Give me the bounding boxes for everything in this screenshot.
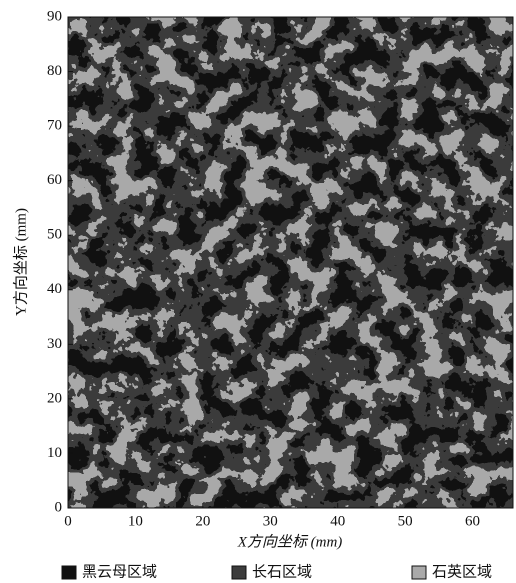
y-tick-label: 70 [47,118,62,134]
y-tick-label: 30 [47,336,62,352]
legend-label: 石英区域 [432,562,492,580]
plot-frame [67,16,514,509]
legend-swatch [61,565,77,580]
x-axis-label: X方向坐标 (mm) [237,533,343,550]
x-tick-label: 40 [330,513,345,529]
y-tick-label: 80 [47,63,62,79]
x-tick-label: 20 [195,513,210,529]
y-tick-label: 60 [47,172,62,188]
y-axis-label: Y方向坐标 (mm) [12,208,29,316]
y-tick-label: 40 [47,281,62,297]
y-tick-label: 50 [47,227,62,243]
y-tick-label: 20 [47,390,62,406]
y-tick-label: 90 [47,8,62,24]
x-tick-label: 50 [398,513,413,529]
mineral-map [68,17,513,508]
legend-label: 长石区域 [252,563,312,580]
legend-swatch [231,565,247,580]
legend-swatch [411,565,427,580]
legend-label: 黑云母区域 [82,563,157,580]
x-tick-label: 0 [64,513,72,529]
x-tick-label: 10 [128,513,143,529]
x-tick-label: 30 [263,513,278,529]
y-tick-label: 10 [47,445,62,461]
x-tick-label: 60 [465,513,480,529]
y-tick-label: 0 [55,499,63,515]
